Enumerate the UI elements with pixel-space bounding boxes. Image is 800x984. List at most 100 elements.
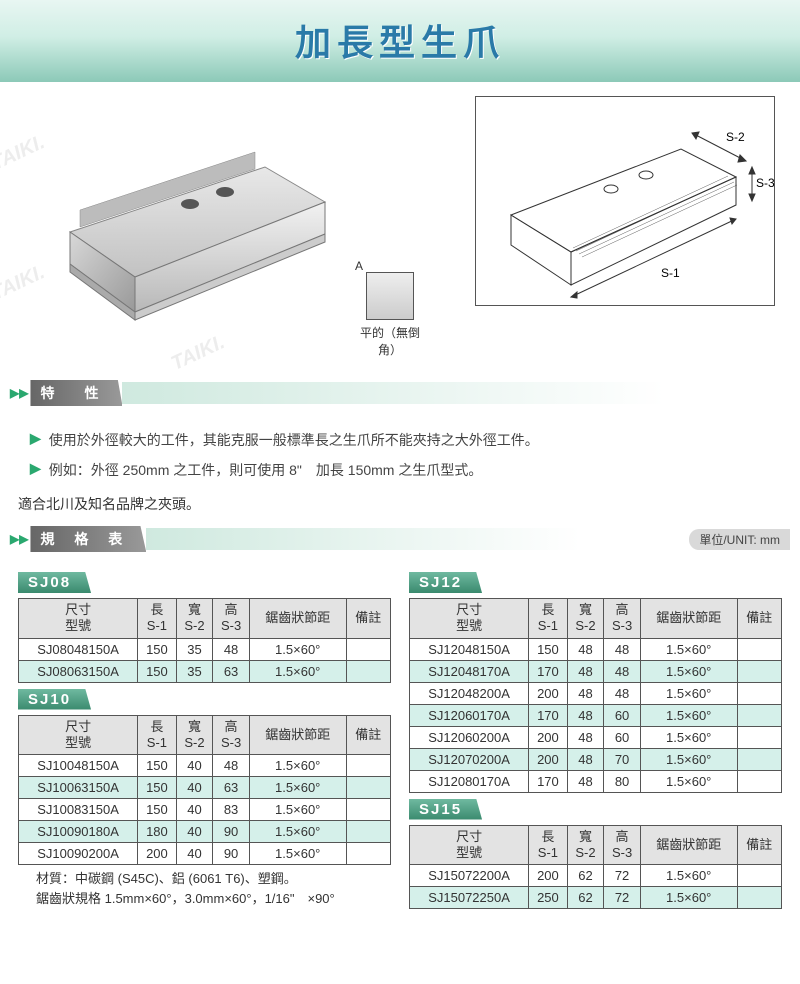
cell-model: SJ15072200A — [410, 865, 529, 887]
th-s1: 長S-1 — [138, 715, 177, 755]
cell-s1: 150 — [138, 660, 177, 682]
cell-pitch: 1.5×60° — [249, 799, 346, 821]
table-row: SJ15072250A25062721.5×60° — [410, 887, 782, 909]
cell-s2: 40 — [176, 777, 213, 799]
cell-model: SJ10048150A — [19, 755, 138, 777]
cell-s3: 90 — [213, 843, 250, 865]
cell-model: SJ10083150A — [19, 799, 138, 821]
th-s2: 寬S-2 — [567, 825, 604, 865]
footnotes: 材質：中碳鋼 (S45C)、鋁 (6061 T6)、塑鋼。 鋸齒狀規格 1.5m… — [18, 865, 391, 912]
page-title: 加長型生爪 — [0, 0, 800, 82]
left-column: SJ08 尺寸型號長S-1寬S-2高S-3鋸齒狀節距備註SJ08048150A1… — [18, 566, 391, 912]
table-row: SJ08063150A15035631.5×60° — [19, 660, 391, 682]
cell-s2: 62 — [567, 865, 604, 887]
th-model: 尺寸型號 — [410, 599, 529, 639]
table-row: SJ12060170A17048601.5×60° — [410, 704, 782, 726]
cell-remark — [737, 887, 781, 909]
table-row: SJ12070200A20048701.5×60° — [410, 748, 782, 770]
cell-remark — [737, 638, 781, 660]
cell-s3: 83 — [213, 799, 250, 821]
table-row: SJ10090180A18040901.5×60° — [19, 821, 391, 843]
th-model: 尺寸型號 — [19, 715, 138, 755]
cell-remark — [346, 799, 390, 821]
cell-pitch: 1.5×60° — [249, 638, 346, 660]
cell-s1: 150 — [138, 638, 177, 660]
group-label-sj10: SJ10 — [18, 689, 91, 710]
th-pitch: 鋸齒狀節距 — [249, 599, 346, 639]
cell-s1: 200 — [529, 682, 568, 704]
cell-remark — [737, 770, 781, 792]
cell-pitch: 1.5×60° — [640, 638, 737, 660]
cell-s2: 40 — [176, 799, 213, 821]
cell-pitch: 1.5×60° — [640, 865, 737, 887]
cell-s2: 48 — [567, 638, 604, 660]
chevron-icon: ▶▶ — [10, 386, 28, 400]
table-sj10: 尺寸型號長S-1寬S-2高S-3鋸齒狀節距備註SJ10048150A150404… — [18, 715, 391, 866]
cell-pitch: 1.5×60° — [249, 843, 346, 865]
cell-s2: 48 — [567, 660, 604, 682]
cell-remark — [737, 748, 781, 770]
cell-s1: 170 — [529, 770, 568, 792]
cell-s1: 150 — [138, 799, 177, 821]
cell-s2: 48 — [567, 682, 604, 704]
cell-s3: 72 — [604, 887, 641, 909]
group-label-sj08: SJ08 — [18, 572, 91, 593]
table-row: SJ08048150A15035481.5×60° — [19, 638, 391, 660]
section-header-spec: ▶▶ 規 格 表 單位/UNIT: mm — [10, 526, 800, 552]
cell-model: SJ08063150A — [19, 660, 138, 682]
th-s3: 高S-3 — [213, 715, 250, 755]
cell-s2: 48 — [567, 726, 604, 748]
table-row: SJ15072200A20062721.5×60° — [410, 865, 782, 887]
th-s1: 長S-1 — [529, 599, 568, 639]
cell-s2: 48 — [567, 770, 604, 792]
cell-pitch: 1.5×60° — [640, 887, 737, 909]
cell-s3: 70 — [604, 748, 641, 770]
svg-text:S-1: S-1 — [661, 266, 680, 280]
tables-wrap: SJ08 尺寸型號長S-1寬S-2高S-3鋸齒狀節距備註SJ08048150A1… — [0, 560, 800, 924]
cell-model: SJ08048150A — [19, 638, 138, 660]
feature-text: 使用於外徑較大的工件，其能克服一般標準長之生爪所不能夾持之大外徑工件。 — [49, 430, 539, 450]
cell-s1: 200 — [138, 843, 177, 865]
cell-model: SJ12048170A — [410, 660, 529, 682]
cell-s3: 48 — [213, 638, 250, 660]
cell-pitch: 1.5×60° — [249, 777, 346, 799]
th-s2: 寬S-2 — [176, 715, 213, 755]
cell-s1: 170 — [529, 660, 568, 682]
figure-area: TAIKI. TAIKI. TAIKI. TAIKI. — [0, 82, 800, 372]
cell-s3: 48 — [604, 638, 641, 660]
th-pitch: 鋸齒狀節距 — [640, 599, 737, 639]
cell-model: SJ12048150A — [410, 638, 529, 660]
svg-text:S-3: S-3 — [756, 176, 775, 190]
th-pitch: 鋸齒狀節距 — [640, 825, 737, 865]
cell-remark — [737, 865, 781, 887]
cell-s3: 48 — [604, 682, 641, 704]
group-label-sj12: SJ12 — [409, 572, 482, 593]
cell-pitch: 1.5×60° — [640, 726, 737, 748]
footnote-line: 鋸齒狀規格 1.5mm×60°，3.0mm×60°，1/16" ×90° — [36, 889, 373, 909]
th-remark: 備註 — [737, 599, 781, 639]
cell-remark — [346, 638, 390, 660]
table-row: SJ10090200A20040901.5×60° — [19, 843, 391, 865]
cell-remark — [346, 660, 390, 682]
cell-s2: 35 — [176, 638, 213, 660]
cell-model: SJ15072250A — [410, 887, 529, 909]
cell-s3: 48 — [604, 660, 641, 682]
th-s1: 長S-1 — [138, 599, 177, 639]
table-sj12: 尺寸型號長S-1寬S-2高S-3鋸齒狀節距備註SJ12048150A150484… — [409, 598, 782, 793]
group-label-sj15: SJ15 — [409, 799, 482, 820]
table-row: SJ10048150A15040481.5×60° — [19, 755, 391, 777]
cell-s2: 35 — [176, 660, 213, 682]
cell-pitch: 1.5×60° — [249, 755, 346, 777]
compat-note: 適合北川及知名品牌之夾頭。 — [0, 492, 800, 518]
cross-section-diagram: 平的（無倒角） — [355, 272, 425, 358]
footnote-line: 材質：中碳鋼 (S45C)、鋁 (6061 T6)、塑鋼。 — [36, 869, 373, 889]
chevron-icon: ▶▶ — [10, 532, 28, 546]
feature-list: ▶使用於外徑較大的工件，其能克服一般標準長之生爪所不能夾持之大外徑工件。 ▶例如… — [0, 414, 800, 492]
cell-s2: 40 — [176, 755, 213, 777]
cell-s1: 200 — [529, 865, 568, 887]
cell-s3: 63 — [213, 660, 250, 682]
cell-model: SJ10063150A — [19, 777, 138, 799]
th-pitch: 鋸齒狀節距 — [249, 715, 346, 755]
cell-remark — [737, 726, 781, 748]
cell-remark — [346, 777, 390, 799]
